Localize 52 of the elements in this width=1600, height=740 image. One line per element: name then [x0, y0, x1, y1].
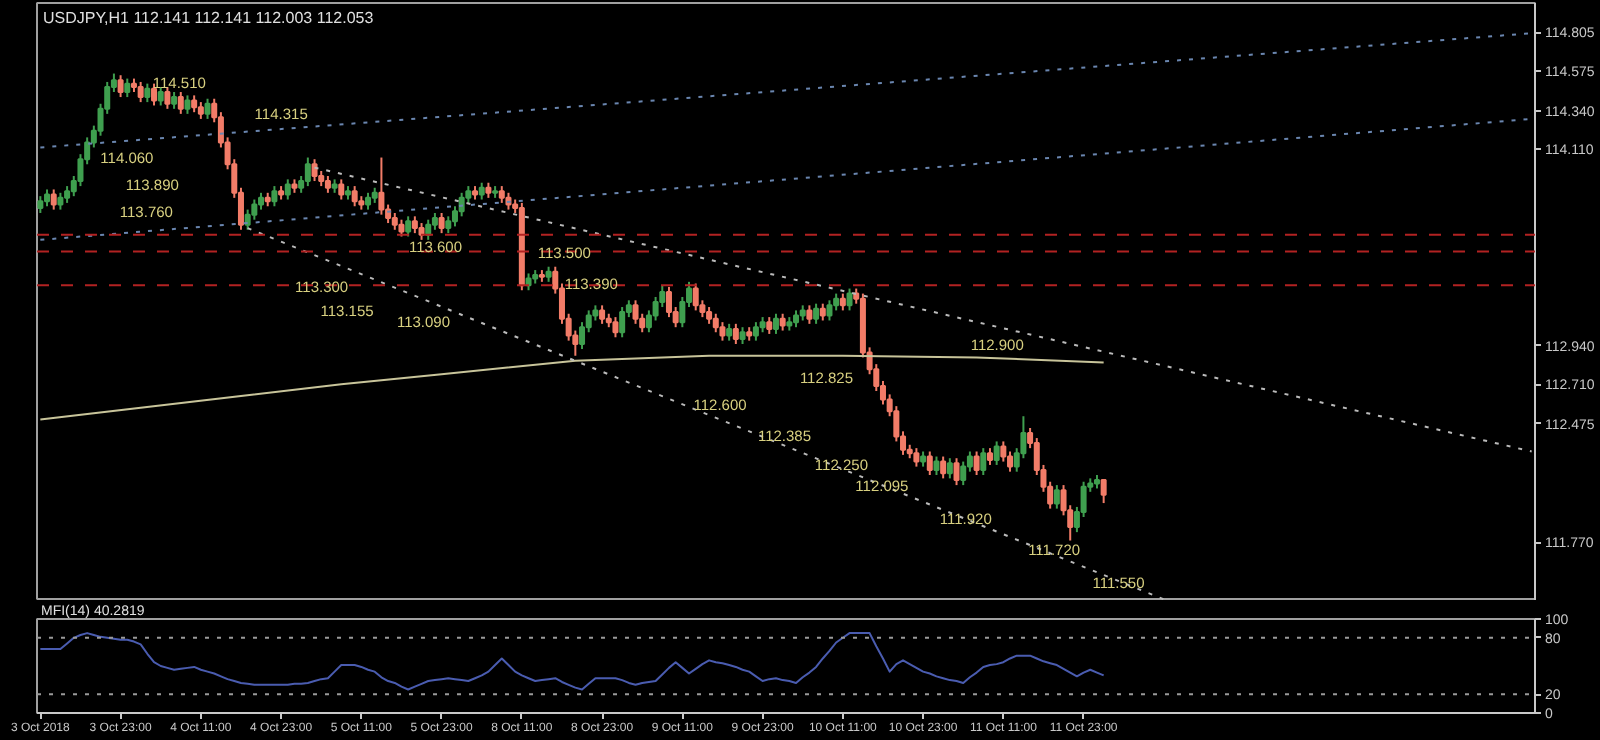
candlestick	[204, 97, 211, 120]
candlestick	[405, 215, 412, 238]
candlestick	[973, 450, 980, 477]
candlestick	[1100, 478, 1107, 505]
candlestick	[612, 316, 619, 339]
candlestick	[244, 208, 251, 231]
candlestick	[993, 440, 1000, 466]
candlestick	[284, 178, 291, 201]
candlestick	[124, 77, 131, 99]
candlestick	[692, 282, 699, 312]
candlestick	[137, 80, 144, 104]
line-series	[39, 354, 1105, 421]
candlestick	[846, 287, 853, 312]
candlestick	[184, 94, 191, 115]
candlestick	[164, 85, 171, 110]
candlestick	[960, 460, 967, 487]
candlestick	[953, 457, 960, 487]
candlestick	[913, 447, 920, 468]
candlestick	[813, 302, 820, 325]
candlestick	[619, 306, 626, 339]
candlestick	[304, 156, 311, 188]
candlestick	[117, 74, 124, 99]
candlestick	[151, 82, 158, 107]
candlestick	[933, 455, 940, 477]
candlestick	[351, 185, 358, 208]
candlestick	[732, 322, 739, 345]
candlestick	[157, 85, 164, 107]
candlestick	[980, 447, 987, 477]
candlestick	[665, 285, 672, 319]
candlestick	[378, 156, 385, 216]
candlestick	[599, 304, 606, 325]
candlestick	[719, 321, 726, 342]
candlestick	[926, 450, 933, 477]
candlestick	[1053, 484, 1060, 510]
line-series	[39, 632, 1105, 691]
candlestick	[177, 91, 184, 115]
candlestick	[806, 304, 813, 325]
candlestick	[632, 299, 639, 325]
chart-title: USDJPY,H1 112.141 112.141 112.003 112.053	[43, 9, 375, 27]
candlestick	[271, 185, 278, 208]
candlestick	[946, 457, 953, 480]
candlestick	[826, 299, 833, 322]
candlestick	[712, 312, 719, 334]
candlestick	[144, 82, 151, 104]
candlestick	[772, 312, 779, 335]
candlestick	[338, 178, 345, 201]
candlestick	[458, 191, 465, 218]
candlestick	[311, 158, 318, 183]
candlestick	[940, 455, 947, 480]
candlestick	[438, 211, 445, 235]
candlestick	[50, 188, 57, 211]
candlestick	[752, 321, 759, 342]
